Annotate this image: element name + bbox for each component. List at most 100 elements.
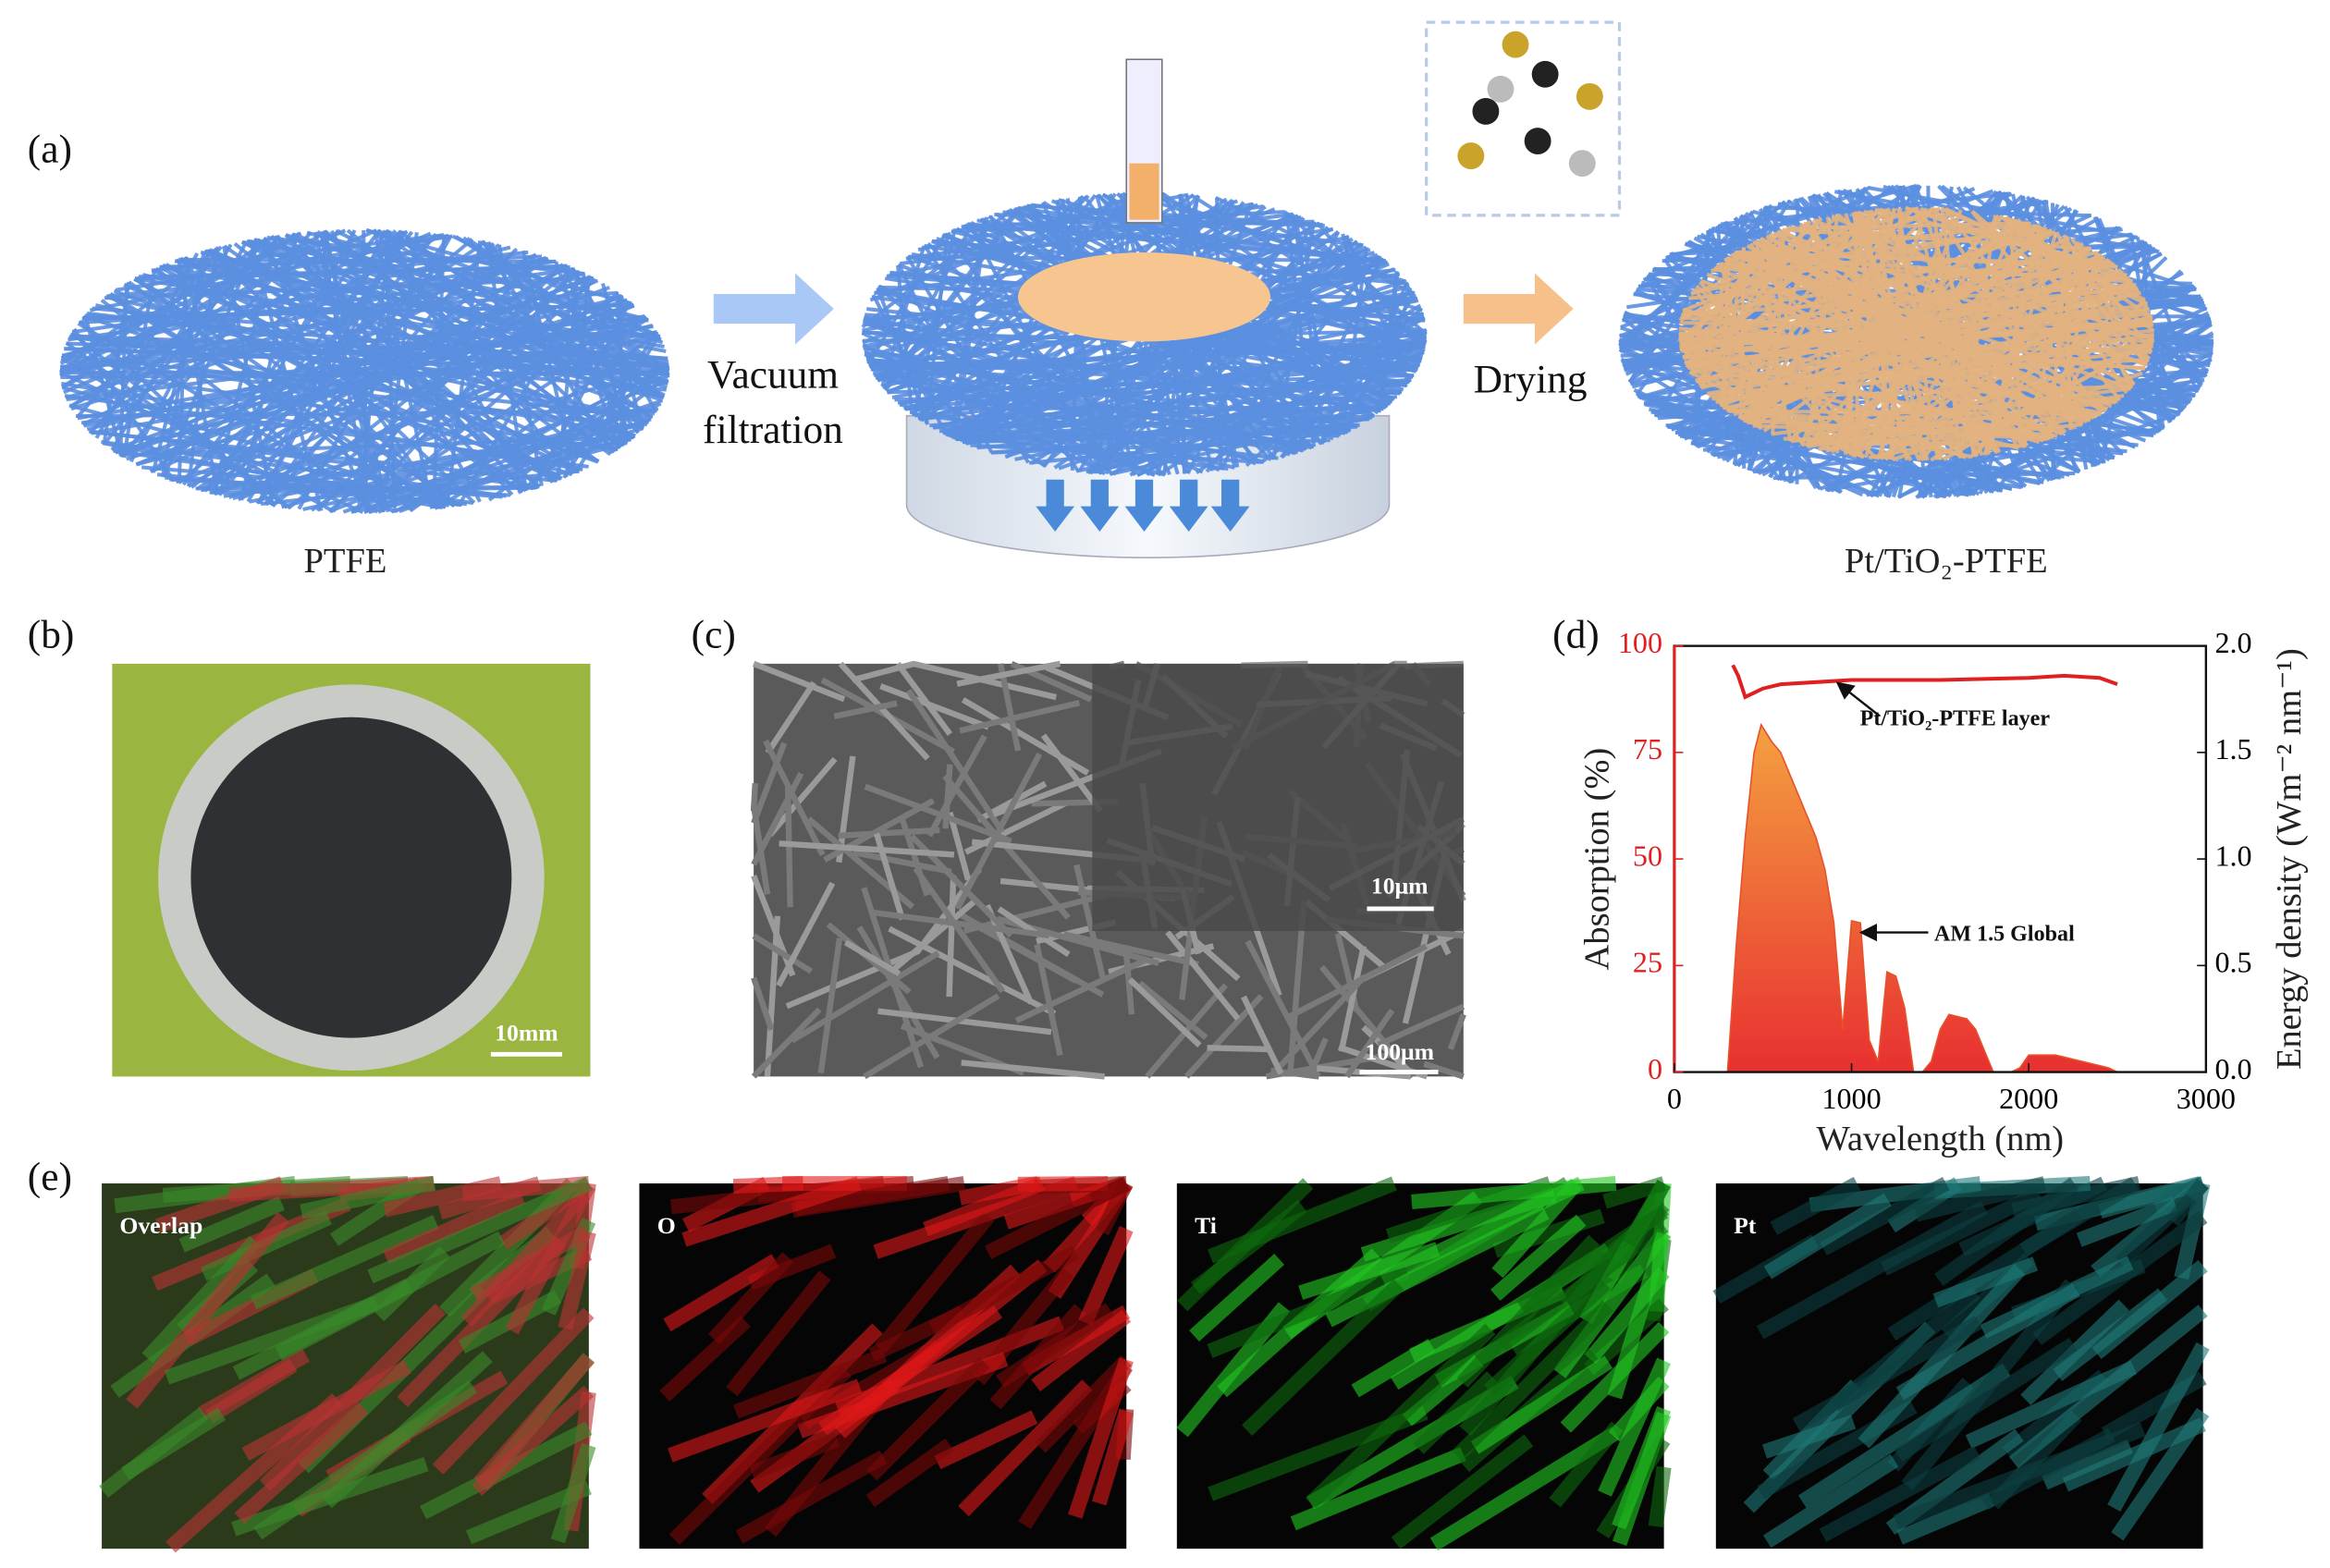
fiber xyxy=(58,246,220,374)
fiber xyxy=(899,212,1294,266)
eds-fiber xyxy=(1607,1231,1672,1400)
fiber xyxy=(1983,231,2058,456)
eds-fiber xyxy=(2107,1341,2210,1513)
eds-fiber xyxy=(321,1351,493,1509)
eds-fiber xyxy=(558,1230,596,1330)
fiber xyxy=(897,263,994,454)
eds-fiber xyxy=(1456,1234,1600,1388)
eds-fiber xyxy=(1411,1176,1617,1209)
syringe-liquid xyxy=(1129,163,1159,220)
fiber xyxy=(990,424,1357,455)
eds-fiber xyxy=(437,1176,542,1219)
step-label: filtration xyxy=(703,408,843,452)
eds-fiber xyxy=(1762,1453,1899,1549)
sem-fiber xyxy=(1040,733,1103,814)
sem-fiber xyxy=(959,700,1081,734)
eds-fiber xyxy=(2008,1305,2208,1469)
sem-fiber xyxy=(751,976,775,1031)
sem-fiber xyxy=(1344,1008,1395,1079)
atom xyxy=(1531,60,1559,88)
y2-axis-label: Energy density (Wm⁻² nm⁻¹) xyxy=(2270,648,2309,1070)
fiber xyxy=(899,297,1418,407)
annotation: AM 1.5 Global xyxy=(1934,922,2075,946)
eds-fiber xyxy=(663,1254,779,1332)
y-tick-label: 50 xyxy=(1633,839,1662,872)
sem-fiber xyxy=(890,898,977,973)
fiber xyxy=(118,283,129,456)
y2-tick-label: 0.5 xyxy=(2214,946,2251,979)
eds-fiber xyxy=(126,1212,289,1409)
eds-fiber xyxy=(934,1410,1038,1470)
fiber xyxy=(1679,345,1967,459)
eds-fiber xyxy=(668,1378,863,1463)
eds-fiber xyxy=(996,1303,1114,1389)
eds-fiber xyxy=(505,1182,595,1335)
flow-arrow xyxy=(1080,479,1120,532)
annotation: Pt/TiO₂-PTFE layer xyxy=(1860,706,2051,730)
sem-fiber xyxy=(1268,974,1367,1079)
sem-fiber xyxy=(1338,945,1367,1052)
sem-fiber xyxy=(1122,945,1135,1015)
fiber xyxy=(1940,208,1976,458)
y2-tick-label: 1.0 xyxy=(2214,839,2251,872)
sem-fiber xyxy=(961,697,1090,776)
fiber xyxy=(1905,206,2128,277)
chart: 0 1000 2000 3000 0 25 50 75 100 0.0 0.5 1.0 1.5 2.0 Wa… xyxy=(1577,626,2308,1158)
eds-fiber xyxy=(1549,1421,1624,1508)
eds-fiber xyxy=(1092,1409,1134,1506)
eds-fiber xyxy=(1068,1357,1134,1519)
fiber xyxy=(177,256,189,484)
fiber xyxy=(79,319,277,508)
fiber xyxy=(2005,215,2153,320)
sem-fiber xyxy=(843,939,901,976)
eds-fiber xyxy=(234,1402,369,1525)
eds-fiber xyxy=(204,1358,298,1424)
eds-fiber xyxy=(1648,1465,1672,1528)
photo-sample xyxy=(190,717,512,1038)
fiber xyxy=(1754,239,1793,442)
eds-fiber xyxy=(2076,1196,2178,1247)
eds-fiber xyxy=(1819,1445,1981,1542)
sem-fiber xyxy=(942,764,953,829)
fiber xyxy=(1677,216,1823,343)
fiber xyxy=(239,233,299,501)
sem-fiber xyxy=(833,700,898,719)
fiber xyxy=(129,239,249,463)
sem-fiber xyxy=(905,688,1006,834)
eds-fiber xyxy=(1598,1357,1671,1497)
spectrum-area xyxy=(1726,722,2118,1073)
panel-label: (d) xyxy=(1552,613,1600,657)
eds-fiber xyxy=(1413,1371,1498,1454)
sem-fiber xyxy=(879,683,990,730)
eds-fiber xyxy=(1914,1176,2047,1222)
map-label: O xyxy=(657,1212,676,1239)
eds-fiber xyxy=(1553,1228,1671,1378)
eds-fiber xyxy=(1797,1363,2011,1508)
sem-fiber xyxy=(961,1060,1105,1080)
fiber xyxy=(570,266,658,413)
eds-fiber xyxy=(1190,1200,1307,1294)
sem-fiber xyxy=(779,840,955,858)
fiber xyxy=(331,253,538,513)
eds-fiber xyxy=(1756,1200,1989,1340)
fiber xyxy=(484,241,529,492)
fiber xyxy=(275,235,514,496)
sem-fiber xyxy=(776,881,836,987)
sem-fiber xyxy=(1245,939,1321,1078)
flow-arrow xyxy=(1169,479,1208,532)
fiber xyxy=(1940,206,2146,302)
fiber xyxy=(1279,287,1413,459)
fiber xyxy=(59,366,619,452)
fiber xyxy=(866,360,1156,477)
eds-fiber xyxy=(1980,1427,2115,1511)
eds-fiber xyxy=(241,1360,411,1461)
fiber xyxy=(1341,290,1416,435)
eds-fiber xyxy=(984,1176,1130,1260)
eds-fiber xyxy=(99,1407,209,1499)
fiber xyxy=(89,233,449,312)
eds-fiber xyxy=(749,1432,840,1480)
molecule-inset xyxy=(1425,20,1622,217)
fiber xyxy=(1748,190,1845,472)
eds-fiber xyxy=(1360,1187,1557,1262)
fiber xyxy=(209,485,536,495)
